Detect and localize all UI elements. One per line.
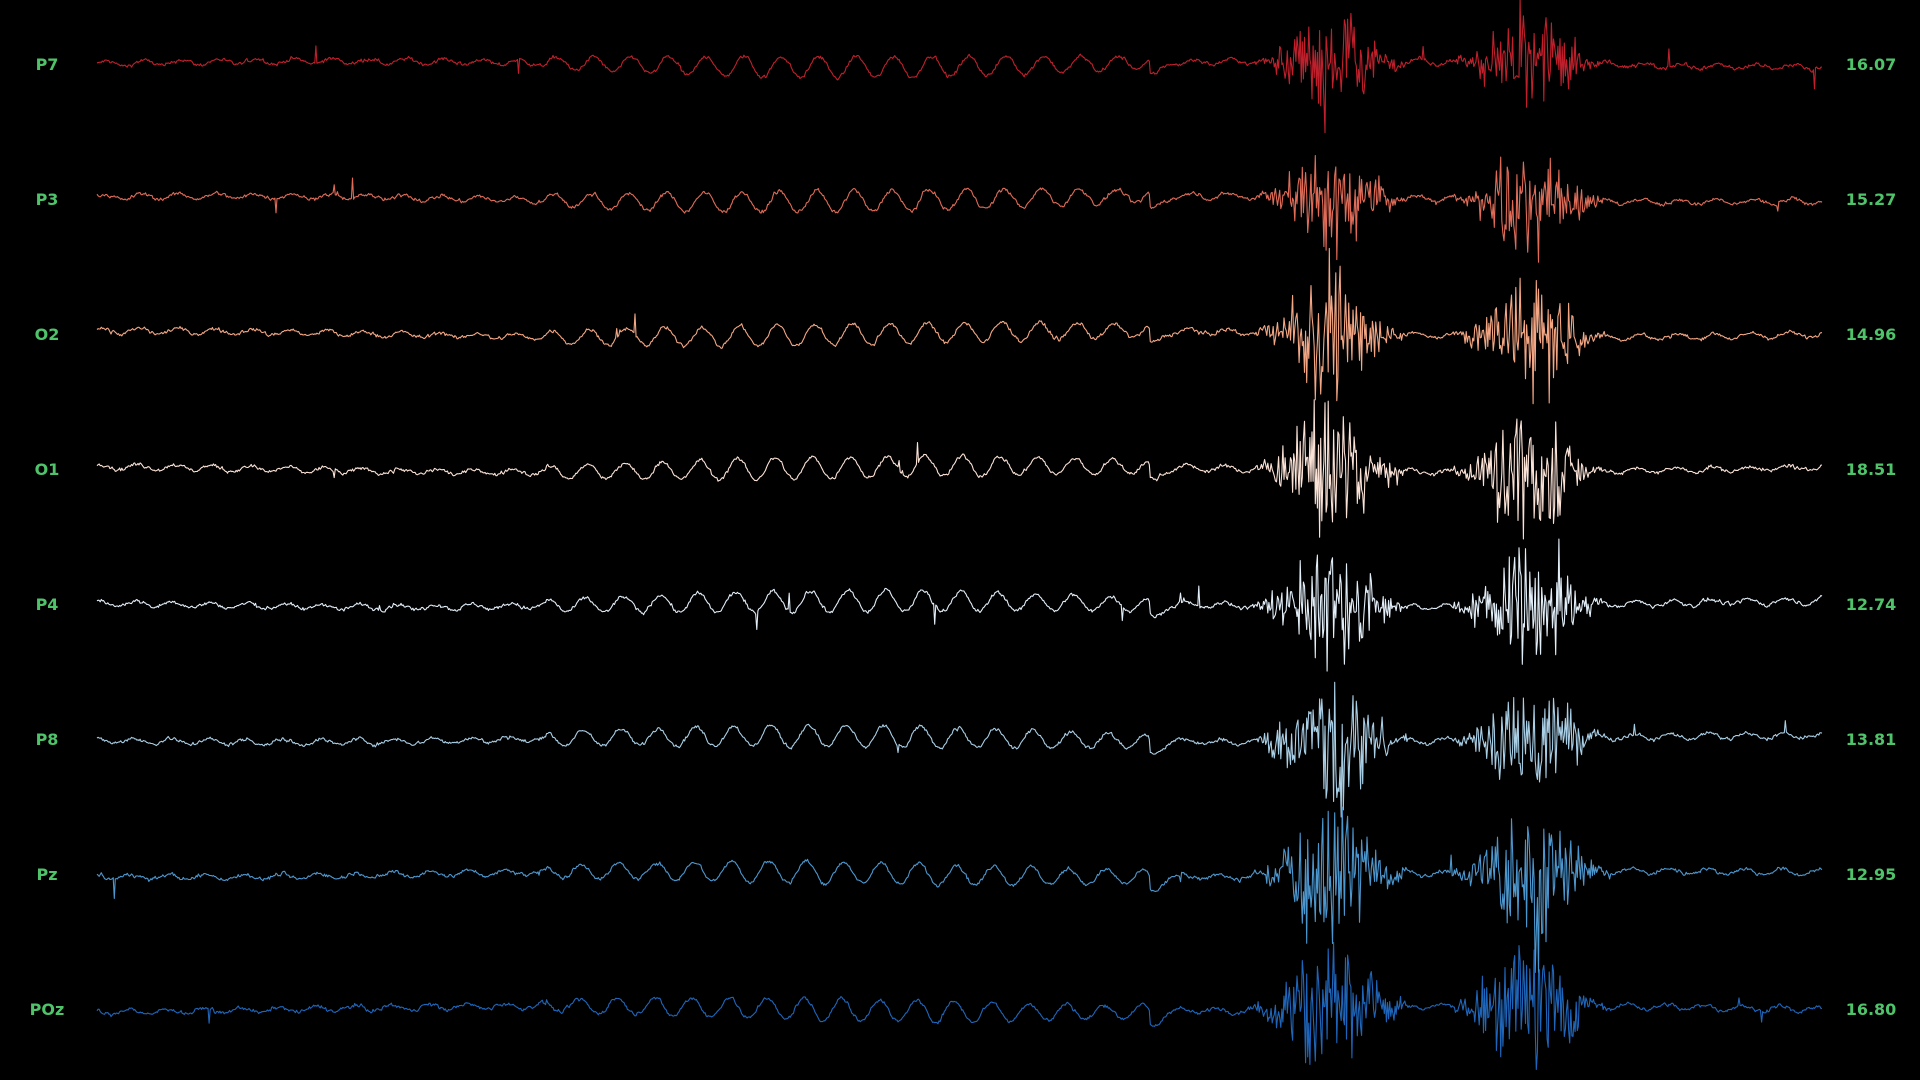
trace-poz [96,941,1823,1071]
trace-pz [96,806,1823,974]
channel-label-p3: P3 [36,190,59,209]
trace-p8 [96,681,1823,818]
channel-label-poz: POz [30,1000,65,1019]
channel-label-pz: Pz [36,865,57,884]
channel-value-pz: 12.95 [1846,865,1897,884]
channel-value-p4: 12.74 [1846,595,1897,614]
channel-value-o2: 14.96 [1846,325,1897,344]
channel-value-p3: 15.27 [1846,190,1897,209]
trace-p3 [96,154,1823,263]
channel-value-poz: 16.80 [1846,1000,1897,1019]
channel-label-o2: O2 [35,325,60,344]
channel-value-o1: 18.51 [1846,460,1897,479]
trace-o2 [96,247,1822,405]
channel-value-p7: 16.07 [1846,55,1897,74]
trace-o1 [96,399,1823,540]
channel-label-o1: O1 [35,460,60,479]
channel-label-p7: P7 [36,55,59,74]
trace-p7 [96,0,1823,134]
channel-label-p4: P4 [36,595,59,614]
channel-value-p8: 13.81 [1846,730,1897,749]
trace-p4 [96,538,1823,672]
channel-label-p8: P8 [36,730,59,749]
